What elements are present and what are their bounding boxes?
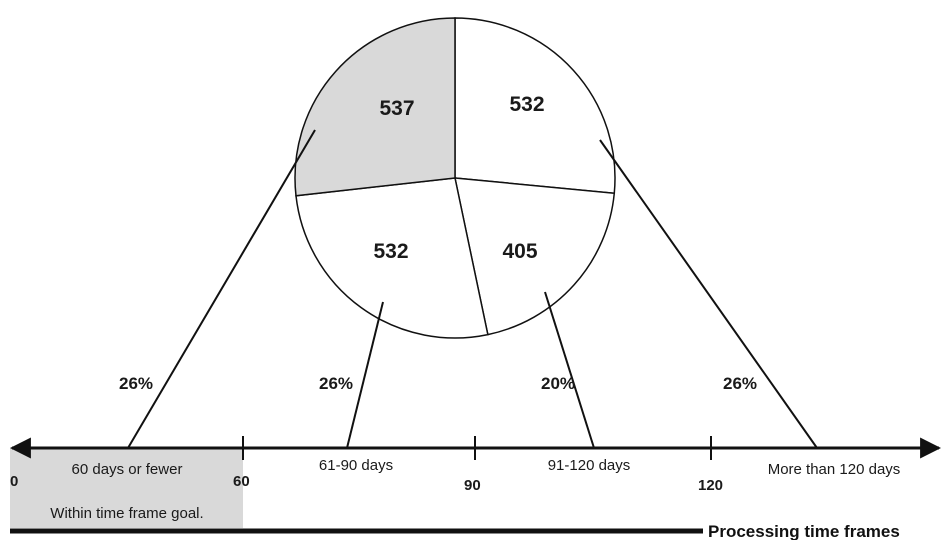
- percent-label: 26%: [723, 374, 757, 393]
- leader-line: [127, 129, 316, 449]
- range-label: 61-90 days: [319, 457, 393, 474]
- slice-value-label: 532: [373, 240, 408, 263]
- slice-value-label: 532: [509, 93, 544, 116]
- percent-label: 20%: [541, 374, 575, 393]
- range-label: 60 days or fewer: [72, 461, 183, 478]
- slice-value-label: 537: [379, 97, 414, 120]
- tick-label: 60: [233, 473, 250, 490]
- tick-label: 120: [698, 477, 723, 494]
- goal-region: [10, 448, 243, 528]
- pie: [294, 17, 616, 339]
- pie-slice: [454, 17, 616, 195]
- range-label: More than 120 days: [768, 461, 901, 478]
- tick-label: 90: [464, 477, 481, 494]
- range-label: 91-120 days: [548, 457, 631, 474]
- leader-line: [544, 291, 595, 449]
- pie-slice: [294, 17, 456, 197]
- pie-slice: [454, 177, 616, 336]
- leader-line: [599, 139, 818, 449]
- timeline-axis: [9, 436, 942, 534]
- percent-label: 26%: [319, 374, 353, 393]
- chart-title: Processing time frames: [708, 522, 900, 540]
- leader-lines: [127, 129, 818, 449]
- goal-note: Within time frame goal.: [50, 505, 203, 522]
- percent-label: 26%: [119, 374, 153, 393]
- tick-label: 0: [10, 473, 18, 490]
- pie-slice: [295, 177, 489, 339]
- slice-value-label: 405: [502, 240, 537, 263]
- leader-line: [346, 301, 384, 449]
